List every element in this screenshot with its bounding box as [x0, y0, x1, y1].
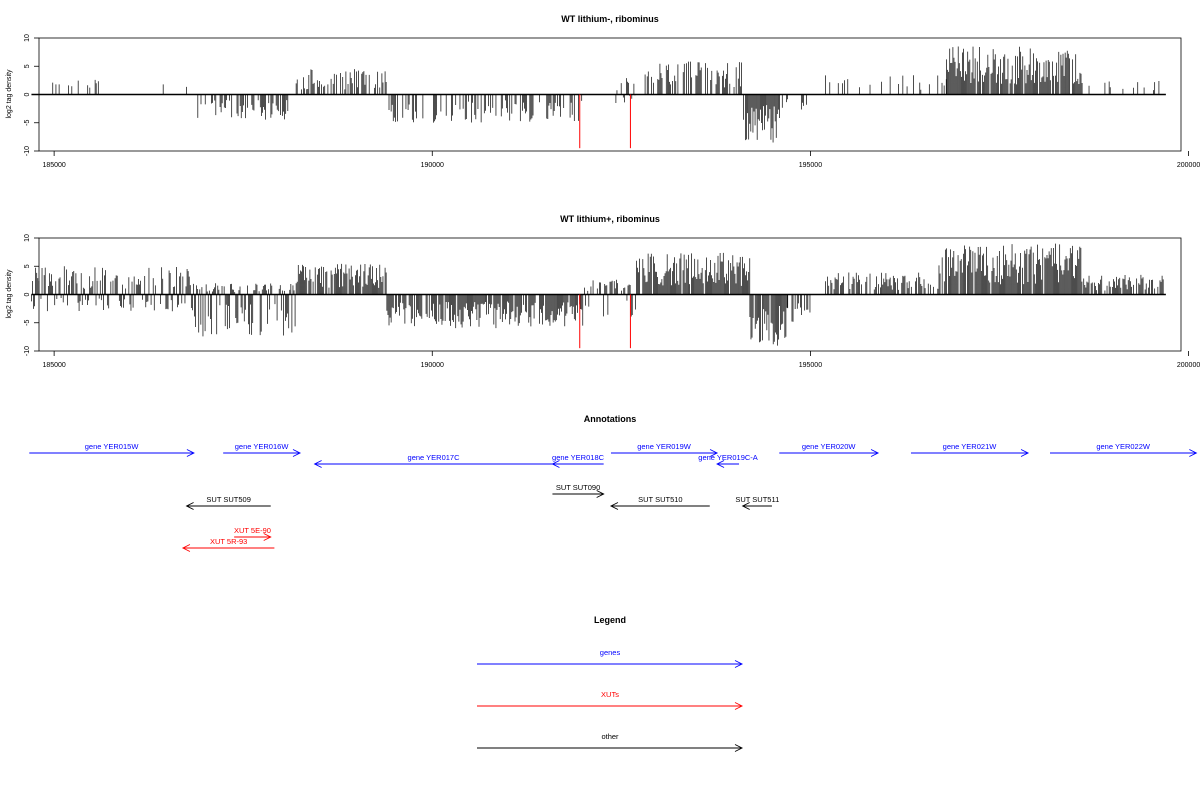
- legend-item: other: [477, 732, 744, 752]
- arrow-head: [292, 449, 302, 457]
- annotation-feature: gene YER016W: [223, 442, 302, 457]
- feature-label: gene YER018C: [552, 453, 605, 462]
- x-tick-label: 190000: [421, 362, 444, 369]
- x-tick-label: 185000: [42, 162, 65, 169]
- y-tick-label: 0: [24, 292, 31, 296]
- feature-label: gene YER016W: [235, 442, 290, 451]
- feature-label: gene YER015W: [85, 442, 140, 451]
- feature-label: gene YER019W: [637, 442, 692, 451]
- annotation-feature: SUT SUT511: [735, 495, 779, 510]
- x-tick-label: 200000: [1177, 162, 1200, 169]
- panel-1-highlights: [579, 94, 631, 149]
- feature-label: gene YER019C-A: [698, 453, 757, 462]
- feature-label: SUT SUT509: [206, 495, 250, 504]
- arrow-head: [186, 449, 195, 457]
- arrow-head: [741, 502, 750, 510]
- arrow-head: [609, 502, 619, 510]
- panel-1-axes: 185000 190000 195000 200000 -10 -5 0 5 10: [24, 34, 1200, 169]
- annotation-feature: SUT SUT510: [609, 495, 710, 510]
- panel-lithium-minus: WT lithium-, ribominus log2 tag density …: [6, 14, 1200, 169]
- arrow-head: [734, 660, 744, 668]
- legend-label: other: [601, 732, 619, 741]
- legend: Legend genes XUTs other: [477, 615, 744, 752]
- arrow-head: [716, 460, 725, 468]
- annotation-feature: gene YER018C: [551, 453, 605, 468]
- y-tick-label: -5: [24, 120, 31, 126]
- y-tick-label: 0: [24, 92, 31, 96]
- legend-items: genes XUTs other: [477, 648, 744, 752]
- arrow-head: [1020, 449, 1030, 457]
- annotations-title: Annotations: [584, 414, 637, 424]
- arrow-head: [734, 702, 744, 710]
- arrow-head: [181, 544, 191, 552]
- feature-label: SUT SUT511: [735, 495, 779, 504]
- panel-1-title: WT lithium-, ribominus: [561, 14, 659, 24]
- panel-2-title: WT lithium+, ribominus: [560, 214, 660, 224]
- annotation-feature: XUT 5R-93: [181, 537, 275, 552]
- arrow-head: [596, 490, 605, 498]
- x-tick-label: 195000: [799, 162, 822, 169]
- arrow-head: [263, 533, 272, 541]
- annotation-feature: gene YER021W: [910, 442, 1030, 457]
- y-tick-label: -10: [24, 346, 31, 356]
- legend-label: XUTs: [601, 690, 619, 699]
- feature-label: gene YER022W: [1096, 442, 1151, 451]
- panel-1-bars: [31, 46, 1166, 143]
- density-bars: [52, 46, 1160, 143]
- arrow-head: [185, 502, 194, 510]
- annotations-track: Annotations gene YER015W gene YER016Wgene…: [29, 414, 1198, 552]
- legend-title: Legend: [594, 615, 626, 625]
- annotation-feature: SUT SUT090: [552, 483, 605, 498]
- feature-label: XUT 5E-90: [234, 526, 271, 535]
- y-tick-label: -5: [24, 320, 31, 326]
- arrow-head: [709, 449, 719, 457]
- y-tick-label: 5: [24, 64, 31, 68]
- x-tick-label: 195000: [799, 362, 822, 369]
- feature-label: SUT SUT510: [638, 495, 682, 504]
- annotation-feature: XUT 5E-90: [234, 526, 272, 541]
- arrow-head: [1189, 449, 1198, 457]
- feature-label: gene YER017C: [408, 453, 461, 462]
- annotation-feature: gene YER015W: [29, 442, 195, 457]
- panel-2-bars: [31, 243, 1166, 346]
- annotation-feature: gene YER022W: [1050, 442, 1198, 457]
- x-tick-label: 185000: [42, 362, 65, 369]
- arrow-head: [313, 460, 322, 468]
- x-tick-label: 200000: [1177, 362, 1200, 369]
- feature-label: gene YER020W: [802, 442, 857, 451]
- y-tick-label: 5: [24, 264, 31, 268]
- panel-2-axes: 185000 190000 195000 200000 -10 -5 0 5 10: [24, 234, 1200, 369]
- feature-label: XUT 5R-93: [210, 537, 247, 546]
- density-bars: [31, 243, 1164, 346]
- panel-2-ylabel: log2 tag density: [6, 269, 13, 319]
- feature-label: gene YER021W: [943, 442, 998, 451]
- panel-2-highlights: [579, 294, 631, 349]
- panel-lithium-plus: WT lithium+, ribominus log2 tag density …: [6, 214, 1200, 369]
- panel-1-ylabel: log2 tag density: [6, 69, 13, 119]
- legend-item: XUTs: [477, 690, 744, 710]
- y-tick-label: 10: [24, 234, 31, 242]
- annotation-features: gene YER015W gene YER016W gene YER017C gene…: [29, 442, 1198, 552]
- annotation-feature: SUT SUT509: [185, 495, 271, 510]
- x-tick-label: 190000: [421, 162, 444, 169]
- annotation-feature: gene YER017C: [313, 453, 553, 468]
- arrow-head: [551, 460, 560, 468]
- y-tick-label: 10: [24, 34, 31, 42]
- arrow-head: [734, 744, 744, 752]
- arrow-head: [870, 449, 880, 457]
- legend-label: genes: [600, 648, 621, 657]
- y-tick-label: -10: [24, 146, 31, 156]
- feature-label: SUT SUT090: [556, 483, 600, 492]
- annotation-feature: gene YER020W: [779, 442, 880, 457]
- legend-item: genes: [477, 648, 744, 668]
- annotation-feature: gene YER019W: [610, 442, 719, 457]
- annotation-feature: gene YER019C-A: [698, 453, 758, 468]
